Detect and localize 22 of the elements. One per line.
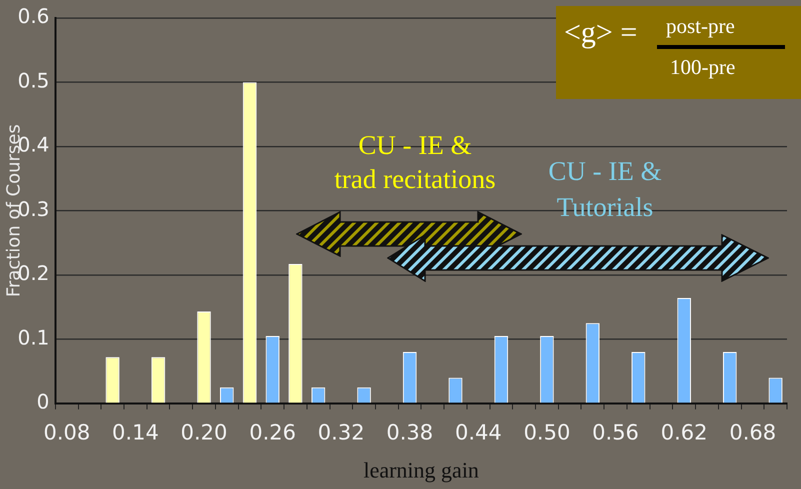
- x-tick-label: 0.38: [386, 420, 434, 444]
- x-tick-label: 0.26: [249, 420, 296, 444]
- y-tick-label: 0.6: [18, 4, 50, 28]
- x-tick-label: 0.68: [729, 420, 776, 444]
- x-tick-label: 0.32: [318, 420, 365, 444]
- annotation: <g> =: [564, 16, 638, 50]
- x-tick-label: 0.08: [43, 420, 90, 444]
- x-tick-label: 0.50: [524, 420, 570, 444]
- x-tick-label: 0.20: [180, 420, 228, 444]
- x-tick-label: 0.62: [660, 420, 708, 444]
- annotation: 100-pre: [670, 55, 736, 80]
- y-tick-label: 0.1: [18, 325, 50, 350]
- y-tick-label: 0.3: [18, 196, 50, 221]
- x-tick-label: 0.14: [112, 420, 159, 444]
- y-tick-label: 0: [36, 390, 50, 414]
- annotation: CU - IE & Tutorials: [548, 156, 662, 222]
- x-tick-label: 0.56: [592, 420, 639, 444]
- x-tick-label: 0.44: [454, 420, 502, 444]
- annotation: post-pre: [666, 14, 735, 39]
- x-axis-title: learning gain: [363, 458, 479, 483]
- y-tick-label: 0.5: [18, 68, 50, 92]
- annotation: CU - IE & trad recitations: [333, 129, 497, 196]
